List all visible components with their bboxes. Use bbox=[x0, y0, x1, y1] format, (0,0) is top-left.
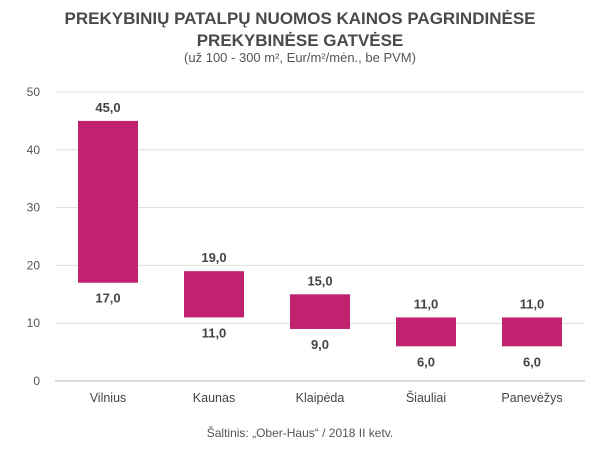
max-value-label: 45,0 bbox=[95, 100, 120, 115]
min-value-label: 9,0 bbox=[311, 337, 329, 352]
y-tick-label: 30 bbox=[27, 201, 41, 215]
x-category-label: Šiauliai bbox=[406, 390, 446, 405]
min-value-label: 6,0 bbox=[417, 354, 435, 369]
min-value-label: 6,0 bbox=[523, 354, 541, 369]
x-category-label: Kaunas bbox=[193, 391, 235, 405]
x-category-label: Vilnius bbox=[90, 391, 127, 405]
min-value-label: 17,0 bbox=[95, 291, 120, 306]
chart-title-line-2: PREKYBINĖSE GATVĖSE bbox=[196, 31, 404, 50]
y-tick-label: 20 bbox=[27, 258, 41, 272]
range-bar bbox=[396, 317, 456, 347]
max-value-label: 11,0 bbox=[520, 296, 545, 311]
max-value-label: 11,0 bbox=[414, 296, 439, 311]
range-bar bbox=[502, 317, 562, 347]
range-bar bbox=[290, 294, 350, 329]
max-value-label: 19,0 bbox=[201, 250, 226, 265]
min-value-label: 11,0 bbox=[202, 325, 227, 340]
y-tick-label: 0 bbox=[33, 374, 40, 388]
x-category-label: Panevėžys bbox=[501, 391, 562, 405]
x-category-label: Klaipėda bbox=[296, 391, 345, 405]
y-tick-label: 10 bbox=[27, 316, 41, 330]
y-tick-label: 40 bbox=[27, 143, 41, 157]
chart-title-line-1: PREKYBINIŲ PATALPŲ NUOMOS KAINOS PAGRIND… bbox=[64, 9, 536, 28]
y-tick-label: 50 bbox=[27, 85, 41, 99]
range-bar bbox=[184, 271, 244, 318]
chart-subtitle: (už 100 - 300 m², Eur/m²/mėn., be PVM) bbox=[184, 50, 416, 65]
range-bar bbox=[78, 120, 138, 283]
chart-source: Šaltinis: „Ober-Haus“ / 2018 II ketv. bbox=[206, 426, 394, 440]
max-value-label: 15,0 bbox=[307, 273, 332, 288]
